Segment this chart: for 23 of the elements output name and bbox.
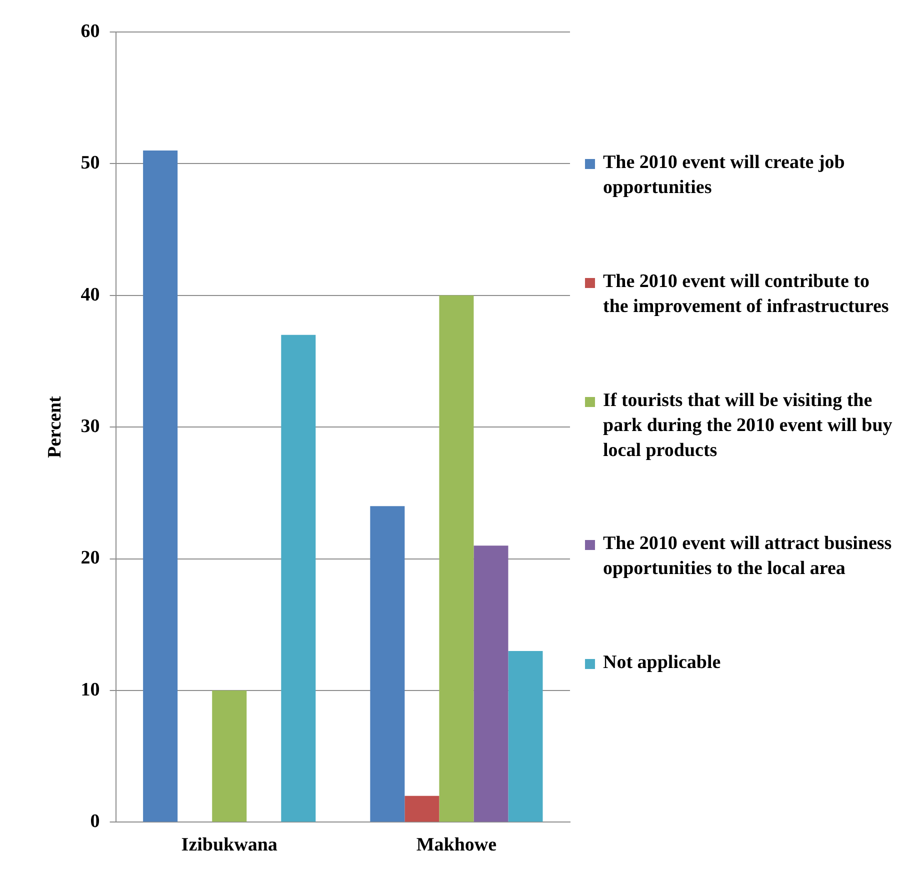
legend-label: The 2010 event will contribute to the improvement of infrastructures (603, 270, 890, 319)
y-tick-label: 20 (80, 548, 100, 569)
y-tick-label: 30 (80, 416, 100, 438)
bar (474, 546, 508, 822)
bar (143, 150, 178, 822)
legend-label: The 2010 event will attract business opportunities to the local area (603, 532, 893, 582)
y-tick-label: 10 (80, 679, 100, 700)
x-tick-label: Izibukwana (181, 834, 278, 856)
x-tick-label: Makhowe (416, 834, 497, 856)
y-tick-label: 60 (80, 20, 100, 42)
bar (281, 334, 316, 822)
y-tick-label: 40 (80, 284, 100, 306)
legend-label: Not applicable (603, 651, 721, 675)
bar (404, 796, 440, 822)
y-axis-title: Percent (44, 395, 66, 458)
y-tick-label: 50 (80, 152, 100, 174)
bar (370, 506, 405, 822)
legend-label: The 2010 event will create job opportunities (603, 151, 846, 200)
bar (212, 690, 247, 822)
legend-label: If tourists that will be visiting the park during the 2010 event will buy local products (603, 388, 894, 462)
y-tick-label: 0 (90, 811, 100, 832)
bar (508, 650, 543, 822)
bar (439, 295, 474, 822)
